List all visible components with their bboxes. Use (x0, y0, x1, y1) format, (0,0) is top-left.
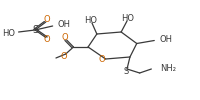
Text: O: O (43, 15, 50, 24)
Text: HO: HO (121, 14, 134, 23)
Text: HO: HO (84, 16, 97, 25)
Text: O: O (98, 55, 105, 64)
Text: OH: OH (57, 20, 70, 29)
Text: HO: HO (2, 28, 15, 38)
Text: O: O (61, 52, 67, 61)
Text: S: S (123, 66, 128, 76)
Text: NH₂: NH₂ (159, 64, 175, 73)
Text: O: O (61, 33, 68, 42)
Text: OH: OH (158, 36, 171, 44)
Text: S: S (32, 25, 38, 35)
Text: O: O (43, 36, 50, 44)
